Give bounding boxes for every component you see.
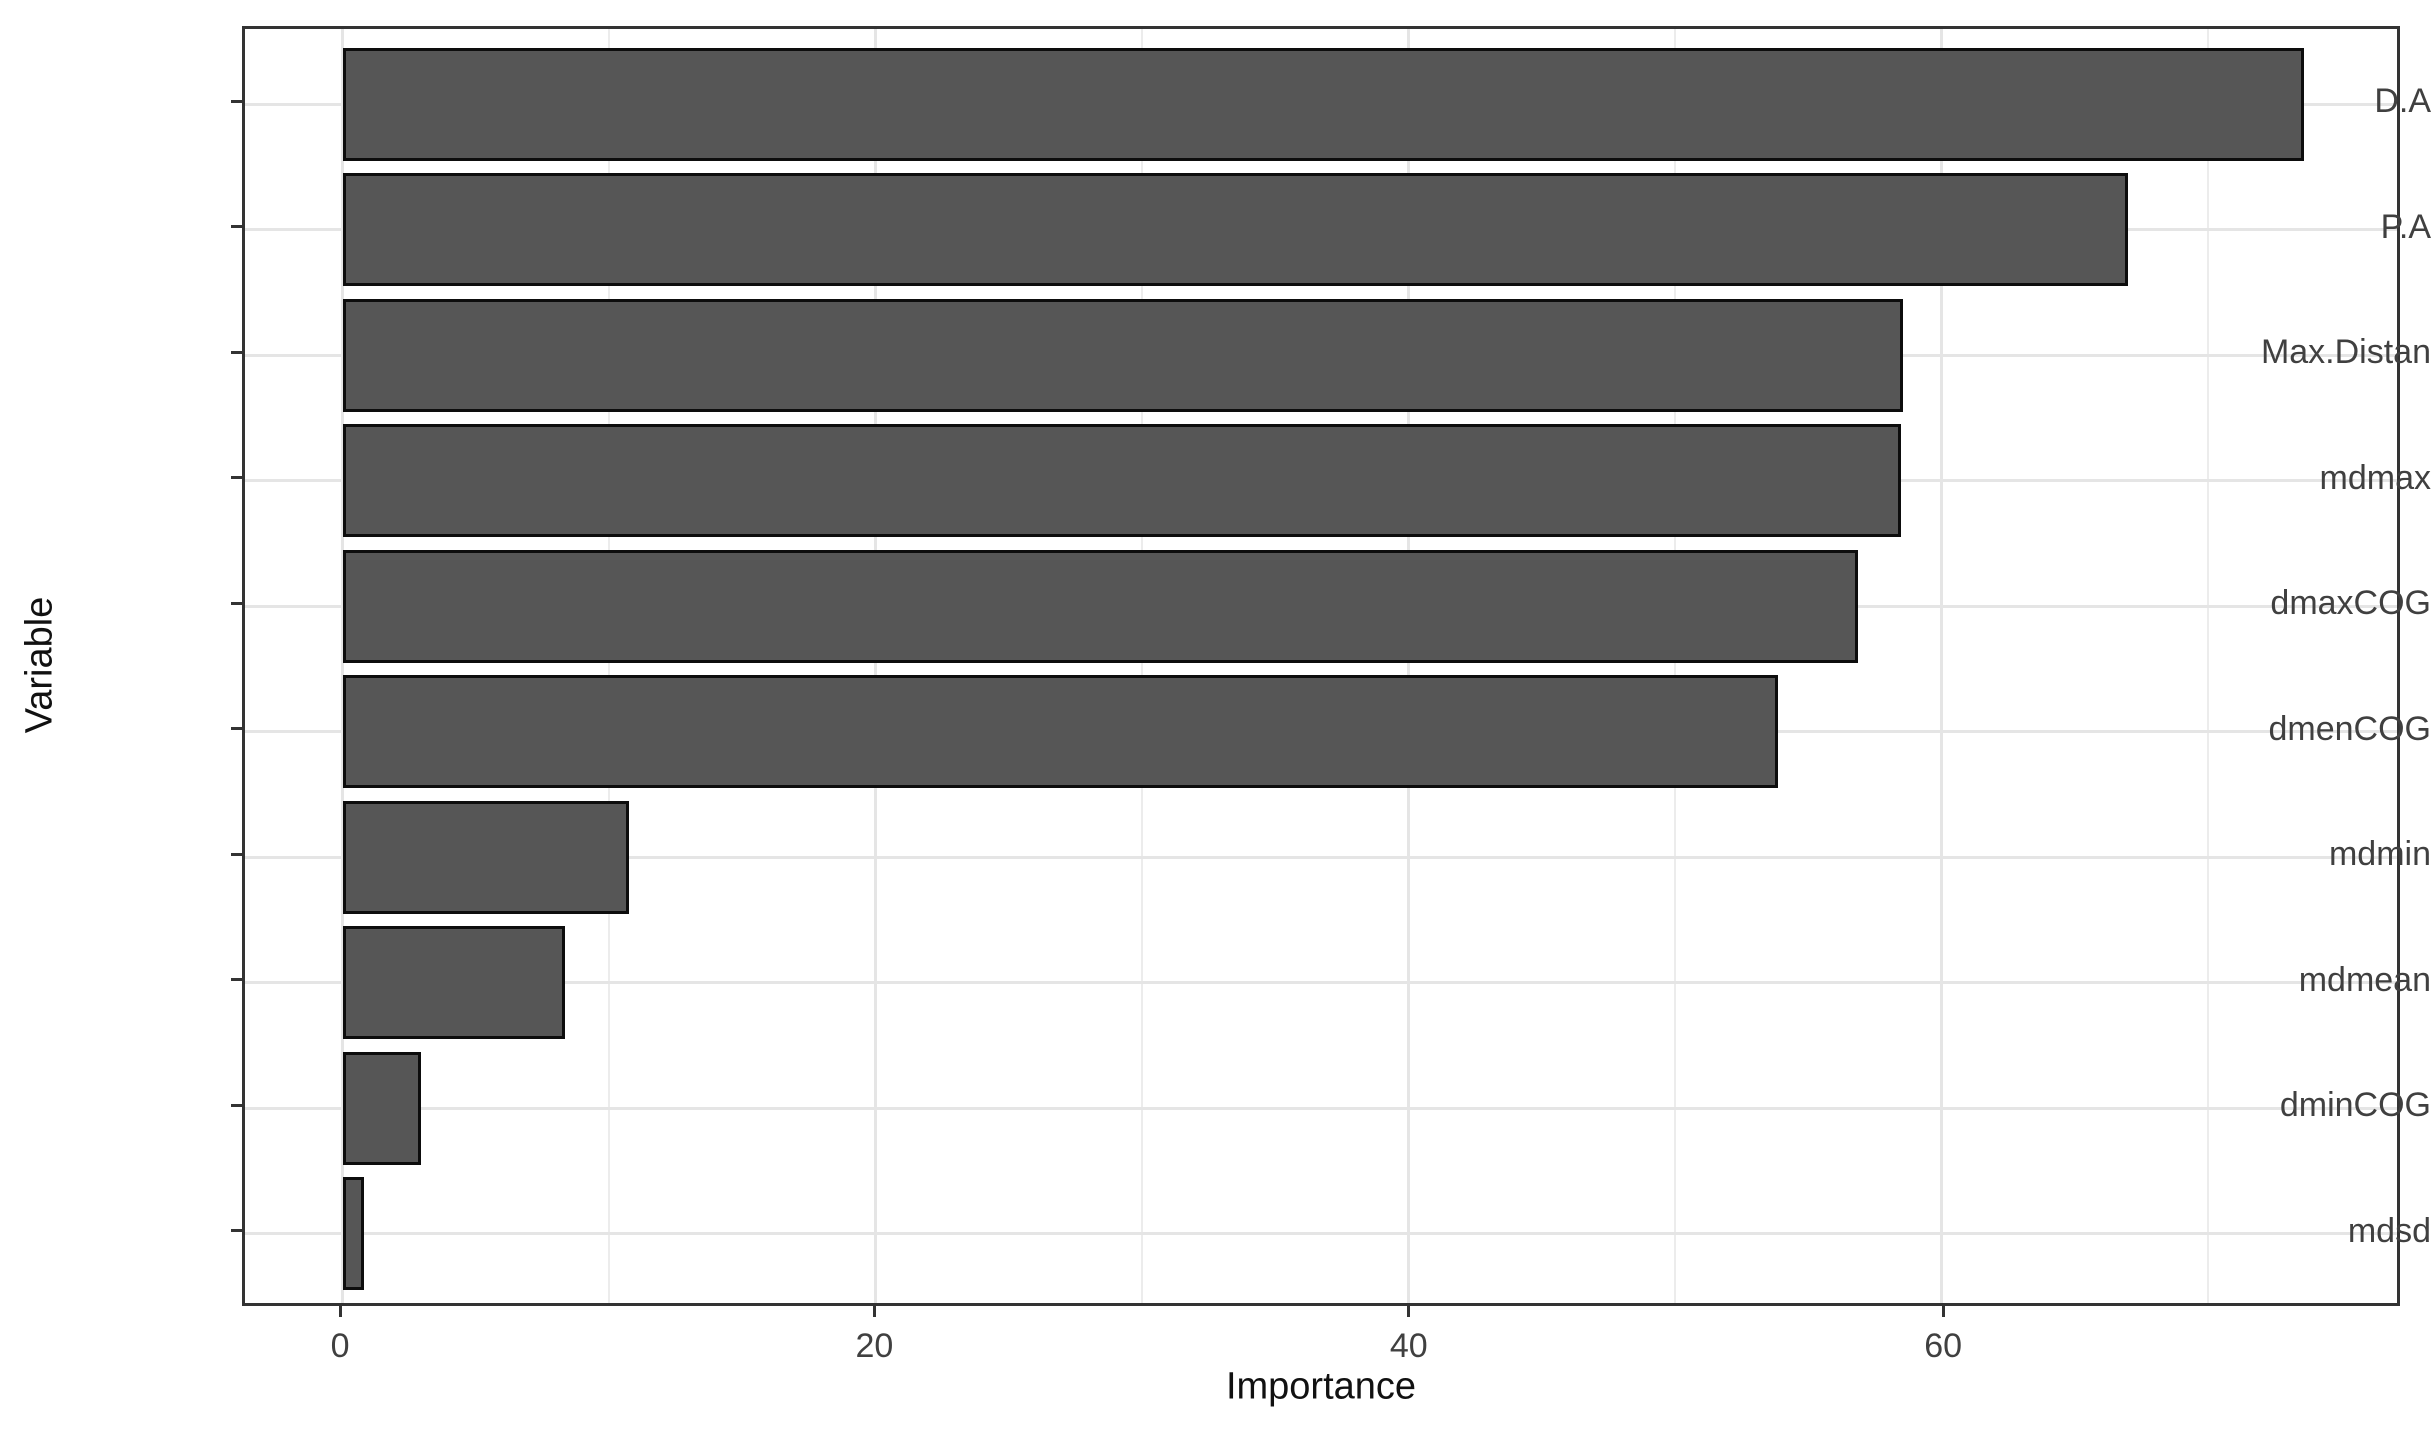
bar-dmaxCOG — [343, 549, 1858, 663]
bar-Max.Distan — [343, 298, 1904, 412]
y-tick-mark — [231, 1103, 242, 1107]
x-tick-mark — [1407, 1306, 1411, 1317]
y-tick-mark — [231, 1229, 242, 1233]
y-tick-label: mdmin — [2328, 835, 2431, 874]
gridline-minor-vertical — [608, 29, 611, 1303]
x-tick-mark — [338, 1306, 342, 1317]
gridline-major-horizontal — [245, 1106, 2397, 1110]
y-axis-title: Variable — [18, 596, 61, 734]
plot-panel — [242, 26, 2400, 1306]
x-tick-label: 40 — [1389, 1327, 1428, 1365]
x-tick-label: 20 — [855, 1327, 894, 1365]
y-tick-label: mdmax — [2319, 458, 2431, 497]
y-tick-mark — [231, 727, 242, 731]
gridline-minor-vertical — [1673, 29, 1676, 1303]
bar-D.A — [343, 47, 2305, 161]
bar-mdmin — [343, 800, 629, 914]
x-tick-mark — [1941, 1306, 1945, 1317]
gridline-major-vertical — [1939, 29, 1943, 1303]
y-tick-label: D.A — [2374, 82, 2431, 121]
y-tick-mark — [231, 852, 242, 856]
x-tick-mark — [872, 1306, 876, 1317]
y-tick-mark — [231, 476, 242, 480]
bar-mdmax — [343, 424, 1901, 538]
bar-mdsd — [343, 1177, 365, 1291]
gridline-major-horizontal — [245, 981, 2397, 985]
x-tick-label: 0 — [330, 1327, 350, 1365]
y-tick-label: mdsd — [2347, 1211, 2431, 1250]
gridline-minor-vertical — [2206, 29, 2209, 1303]
y-tick-mark — [231, 99, 242, 103]
x-tick-label: 60 — [1924, 1327, 1963, 1365]
y-tick-mark — [231, 350, 242, 354]
y-tick-mark — [231, 978, 242, 982]
y-tick-mark — [231, 225, 242, 229]
bar-P.A — [343, 173, 2128, 287]
y-tick-mark — [231, 601, 242, 605]
y-tick-label: dmaxCOG — [2270, 584, 2431, 623]
bar-dminCOG — [343, 1051, 421, 1165]
x-axis-title: Importance — [1225, 1365, 1417, 1408]
gridline-major-horizontal — [245, 1232, 2397, 1236]
gridline-major-vertical — [874, 29, 878, 1303]
y-tick-label: mdmean — [2298, 960, 2431, 999]
gridline-major-vertical — [1407, 29, 1411, 1303]
y-tick-label: P.A — [2380, 207, 2431, 246]
bar-dmenCOG — [343, 675, 1778, 789]
y-tick-label: Max.Distan — [2260, 333, 2431, 372]
bar-mdmean — [343, 926, 565, 1040]
gridline-major-vertical — [341, 29, 345, 1303]
gridline-minor-vertical — [1141, 29, 1144, 1303]
gridline-major-horizontal — [245, 855, 2397, 859]
y-tick-label: dminCOG — [2279, 1086, 2431, 1125]
y-tick-label: dmenCOG — [2268, 709, 2431, 748]
